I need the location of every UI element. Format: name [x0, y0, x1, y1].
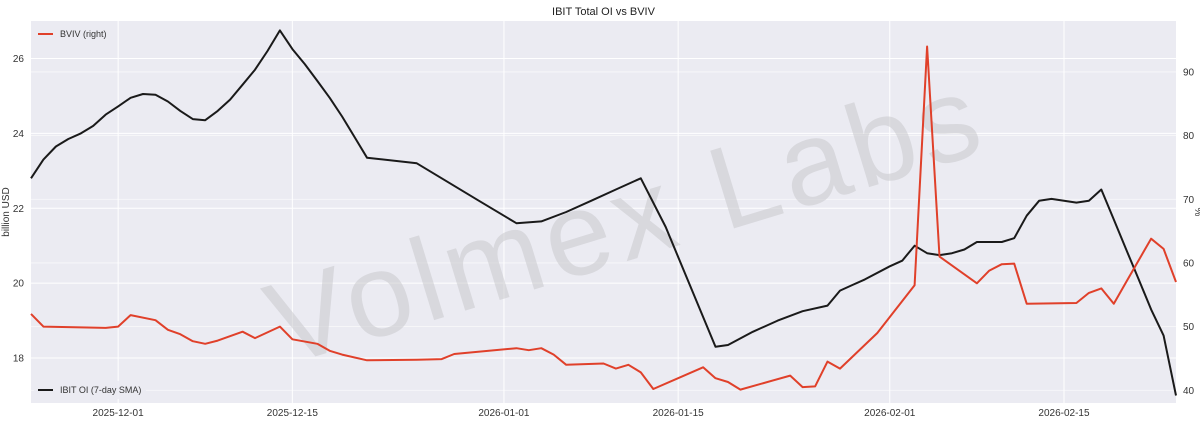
right-y-tick-label: 70 — [1183, 195, 1195, 206]
left-axis-label: billion USD — [1, 187, 12, 236]
grid — [31, 21, 1176, 403]
right-y-tick-label: 40 — [1183, 386, 1195, 397]
left-y-tick-label: 18 — [13, 354, 25, 365]
x-axis: 2025-12-01 2025-12-15 2026-01-01 2026-01-15… — [93, 408, 1090, 419]
chart-title: IBIT Total OI vs BVIV — [552, 6, 656, 18]
right-y-tick-label: 90 — [1183, 67, 1195, 78]
x-tick-label: 2026-02-01 — [864, 408, 916, 419]
left-y-tick-label: 22 — [13, 204, 25, 215]
series-line-bviv — [30, 45, 1177, 391]
legend-bviv: BVIV (right) — [34, 25, 114, 43]
left-y-tick-label: 20 — [13, 279, 25, 290]
legend-ibit-oi: IBIT OI (7-day SMA) — [34, 381, 146, 399]
x-tick-label: 2025-12-15 — [267, 408, 319, 419]
left-y-axis: 18 20 22 24 26 — [13, 54, 25, 365]
right-axis-label: % — [1192, 208, 1200, 217]
legend-label-ibit-oi: IBIT OI (7-day SMA) — [60, 385, 141, 395]
right-y-axis: 40 50 60 70 80 90 — [1183, 67, 1195, 396]
right-y-tick-label: 60 — [1183, 258, 1195, 269]
right-y-tick-label: 50 — [1183, 322, 1195, 333]
left-y-tick-label: 26 — [13, 54, 25, 65]
x-tick-label: 2026-02-15 — [1038, 408, 1090, 419]
right-y-tick-label: 80 — [1183, 131, 1195, 142]
left-y-tick-label: 24 — [13, 129, 25, 140]
series-line-ibit-oi — [30, 29, 1177, 396]
x-tick-label: 2025-12-01 — [93, 408, 145, 419]
series-layer — [30, 29, 1177, 396]
x-tick-label: 2026-01-01 — [478, 408, 530, 419]
x-tick-label: 2026-01-15 — [653, 408, 705, 419]
legend-label-bviv: BVIV (right) — [60, 29, 107, 39]
